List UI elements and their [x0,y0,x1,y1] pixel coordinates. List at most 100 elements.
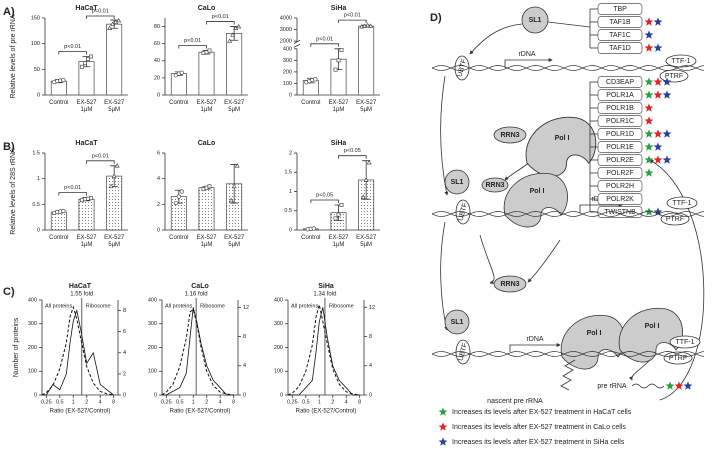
subunit-box [597,167,643,179]
label: rDNA [518,51,535,58]
label: nascent pre rRNA [487,398,543,405]
dna-strand [431,211,705,217]
y-tick-label: 0 [289,92,292,98]
y-tick-label: 400 [274,297,283,303]
label: RRN3 [485,182,504,189]
x-tick-label: 4 [219,399,222,405]
significance-label: p<0.01 [92,8,109,14]
subunit-box [597,154,643,166]
y-tick-label: 200 [274,345,283,351]
data-point [176,194,181,199]
significance-label: p<0.01 [212,14,229,20]
rna [631,383,665,389]
data-point [89,196,93,201]
x-tick-label: Control [301,235,320,241]
y2-tick-label: 12 [369,305,375,311]
diagram: SL1 rDNA UBTF TTF-1 PTRF RRN3 Pol I Pol I… [431,3,705,446]
significance-label: p<0.01 [92,153,109,159]
data-point [83,61,87,66]
subunit-label: POLR2E [606,157,634,164]
data-point [339,48,344,52]
star [662,90,672,99]
y-tick-label: 4000 [280,15,292,21]
dna-strand [431,351,705,357]
legend-label: All proteins [45,303,72,309]
data-point [228,197,234,203]
subunit-label: TAF1D [609,45,631,52]
x-tick-label: 1 [318,399,321,405]
y-tick-label: 6 [157,150,160,156]
y-tick-label: 0 [154,392,157,398]
data-point [179,70,184,75]
y-tick-label: 0 [157,227,160,233]
significance-label: p<0.01 [316,36,333,42]
x-tick-label: EX-527 5µM [224,235,245,248]
pol1 [618,307,683,363]
significance-bracket [338,19,367,24]
legend-label: Increases its levels after EX-527 treatm… [452,424,626,431]
bar [358,25,375,96]
subunit-label: POLR1C [606,118,634,125]
data-point [333,67,338,72]
arrow [504,58,553,68]
series-line [42,309,114,396]
subunit-box [597,128,643,140]
label: TTF-1 [672,200,691,207]
subunit-box [597,29,643,41]
x-tick-label: 4 [345,399,348,405]
data-point [230,32,236,37]
rna [560,359,576,391]
subunit-label: POLR1A [606,92,634,99]
arrow [527,239,561,283]
star [653,43,663,52]
arrow [469,23,523,55]
star [653,155,663,164]
label: SL1 [451,179,464,186]
series-line [41,305,114,396]
x-tick-label: 8 [358,399,361,405]
y-tick-label: 80 [154,24,160,30]
x-tick-label: 8 [232,399,235,405]
y-tick-label: 400 [28,297,37,303]
y2-tick-label: 8 [369,334,372,340]
pol1 [525,116,597,177]
star [644,43,654,52]
y-tick-label: 300 [28,321,37,327]
data-point [227,38,233,43]
y2-tick-label: 4 [123,350,126,356]
chart-title: CaLo [191,283,209,290]
y2-tick-label: 12 [243,305,249,311]
star [653,142,663,151]
data-point [234,163,240,168]
legend-label: All proteins [165,303,192,309]
y2-tick-label: 8 [243,334,246,340]
y2-tick-label: 0 [369,392,372,398]
bar [198,187,215,231]
data-point [173,200,178,206]
y2-tick-label: 4 [243,363,246,369]
star [644,155,654,164]
y-tick-label: 0 [37,92,40,98]
subunit-label: POLR2H [606,183,634,190]
y-tick-label: 0 [37,227,40,233]
label: Pol I [555,135,570,142]
data-point [108,183,114,189]
panel-label: C) [3,286,15,298]
y-tick-label: 40 [154,58,160,64]
y-tick-label: 0 [289,227,292,233]
legend-label: Ribosome [86,303,111,309]
star [644,142,654,151]
x-tick-label: EX-527 1µM [76,235,97,248]
x-tick-label: 8 [112,399,115,405]
annotation: 1.34 fold [313,292,336,298]
data-point [61,78,66,83]
label: pre rRNA [597,383,627,390]
x-tick-label: EX-527 1µM [328,100,349,113]
subunit-label: POLR1D [606,131,634,138]
star [653,77,663,86]
subunit-label: TBP [613,6,627,13]
series-line [161,308,234,396]
x-tick-label: EX-527 1µM [196,100,217,113]
star [662,77,672,86]
data-point [179,189,184,194]
